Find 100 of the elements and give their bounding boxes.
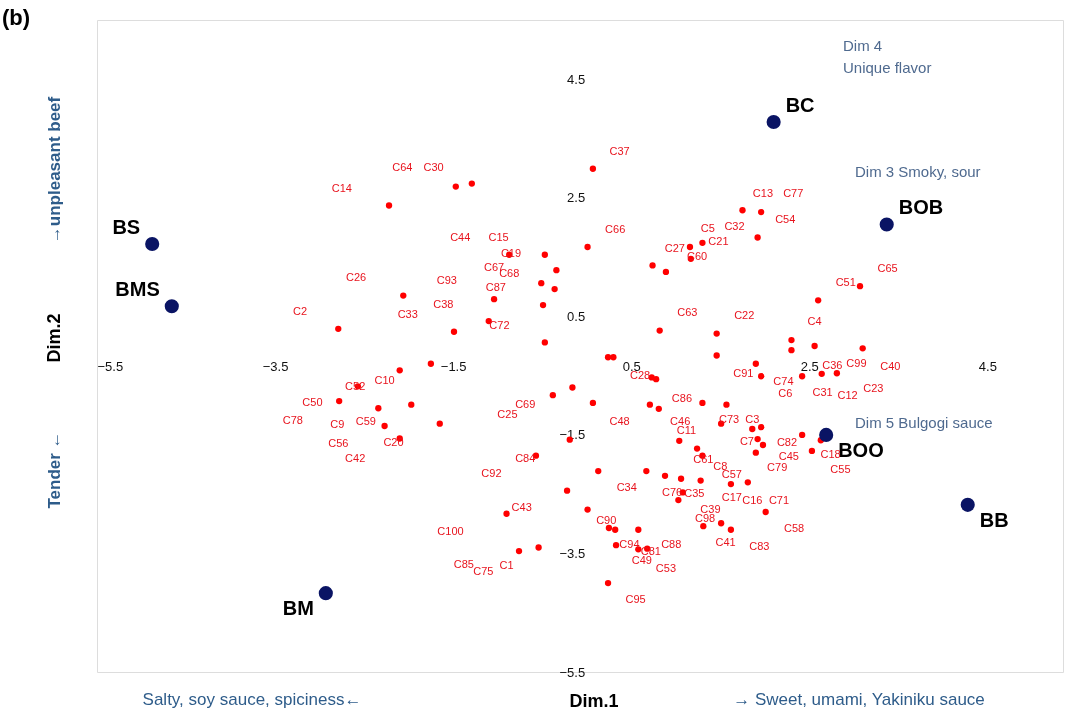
x-axis-title: Dim.1 — [569, 691, 619, 711]
point — [879, 217, 894, 232]
text: Tender ← — [45, 431, 64, 509]
annotation: C66 — [605, 222, 626, 235]
annotation: C77 — [783, 187, 804, 200]
annotation: C36 — [822, 358, 843, 371]
annotation: C9 — [330, 418, 345, 431]
text: →unpleasant beef — [45, 96, 64, 244]
annotation: C75 — [473, 565, 494, 578]
annotation: C90 — [596, 514, 617, 527]
annotation: C100 — [437, 524, 464, 537]
annotation: C46 — [670, 414, 691, 427]
point — [164, 299, 179, 314]
annotation: C65 — [877, 261, 898, 274]
annotation: C22 — [734, 309, 755, 322]
annotation: C2 — [292, 304, 308, 317]
annotation: C85 — [453, 558, 474, 571]
annotation: C53 — [655, 562, 677, 575]
annotation: C33 — [397, 307, 418, 320]
annotation: C88 — [661, 538, 682, 551]
annotation: C15 — [488, 231, 509, 244]
annotation: C17 — [721, 490, 742, 503]
annotation: C43 — [511, 500, 532, 513]
annotation: C11 — [676, 424, 697, 437]
annotation: C41 — [715, 535, 736, 548]
annotation: C12 — [837, 388, 858, 401]
annotation: C10 — [374, 373, 395, 386]
annotation: C26 — [345, 271, 367, 284]
annotation: C71 — [768, 493, 790, 506]
annotation: C92 — [481, 467, 502, 480]
annotation: C87 — [485, 280, 506, 293]
y-tick-label: 0.5 — [567, 308, 586, 324]
annotation: C79 — [767, 461, 788, 474]
annotation: Dim 5 Bulgogi sauce — [855, 414, 993, 431]
annotation: C23 — [863, 382, 884, 395]
annotation: C7 — [739, 435, 754, 448]
annotation: C32 — [724, 219, 745, 232]
annotation: C98 — [695, 512, 716, 525]
y-axis-title: Dim.2 — [44, 313, 64, 363]
annotation: C54 — [775, 212, 796, 225]
point — [960, 497, 975, 512]
x-tick-label: −5.5 — [97, 358, 124, 374]
x-tick-label: −1.5 — [440, 358, 467, 374]
annotation: C59 — [355, 415, 376, 428]
annotation: C14 — [331, 181, 352, 194]
annotation: C20 — [383, 435, 404, 448]
text: → Sweet, umami, Yakiniku sauce — [733, 690, 985, 709]
annotation: C30 — [423, 160, 444, 173]
point — [766, 114, 781, 130]
annotation: C48 — [609, 414, 630, 427]
annotation: Dim 4 Unique flavor — [843, 37, 932, 76]
annotation: C95 — [625, 593, 646, 606]
annotation: C39 — [700, 502, 721, 515]
annotation: C25 — [497, 407, 518, 420]
annotation: C16 — [742, 493, 763, 506]
annotation: C49 — [631, 554, 652, 567]
annotation: C91 — [733, 366, 754, 379]
annotation: C76 — [662, 486, 683, 498]
annotation: C52 — [345, 380, 366, 393]
series-label: BMS — [115, 278, 160, 301]
annotation: C51 — [835, 276, 856, 289]
series-label: BB — [979, 508, 1009, 531]
y-tick-label: 2.5 — [567, 190, 586, 206]
annotation: C81 — [640, 544, 661, 557]
annotation: C86 — [671, 391, 693, 404]
y-tick-label: 4.5 — [567, 71, 586, 87]
annotation: C93 — [436, 274, 457, 287]
point — [145, 236, 160, 252]
annotation: C3 — [745, 413, 760, 426]
annotation: C64 — [392, 161, 413, 174]
annotation: C56 — [328, 437, 349, 450]
annotation: Dim 3 Smoky, sour — [855, 163, 981, 180]
chart-title: (b) — [2, 5, 31, 30]
annotation: C63 — [677, 306, 698, 319]
x-tick-label: 2.5 — [800, 358, 819, 374]
series-label: BM — [282, 597, 314, 620]
annotation: C94 — [619, 538, 640, 551]
annotation: C69 — [515, 397, 536, 410]
series-label: BOB — [898, 196, 944, 219]
annotation: C1 — [499, 558, 514, 571]
annotation: C45 — [778, 449, 799, 462]
annotation: C82 — [776, 436, 798, 449]
annotation: C73 — [719, 413, 740, 426]
series-label: BS — [112, 216, 141, 239]
annotation: C27 — [664, 242, 685, 255]
y-tick-label: −3.5 — [559, 545, 586, 561]
annotation: C72 — [489, 318, 510, 331]
annotation: C40 — [880, 360, 901, 373]
series-label: BC — [785, 93, 815, 116]
point — [819, 427, 834, 442]
annotation: C99 — [846, 356, 867, 369]
annotation: C37 — [609, 145, 630, 158]
annotation: C42 — [345, 451, 366, 464]
annotation: C55 — [830, 462, 851, 475]
x-tick-label: 4.5 — [978, 358, 997, 374]
annotation: C58 — [784, 522, 805, 535]
annotation: C74 — [773, 375, 794, 388]
annotation: C34 — [616, 481, 637, 494]
x-tick-label: −3.5 — [262, 358, 289, 374]
annotation: C13 — [752, 187, 774, 200]
